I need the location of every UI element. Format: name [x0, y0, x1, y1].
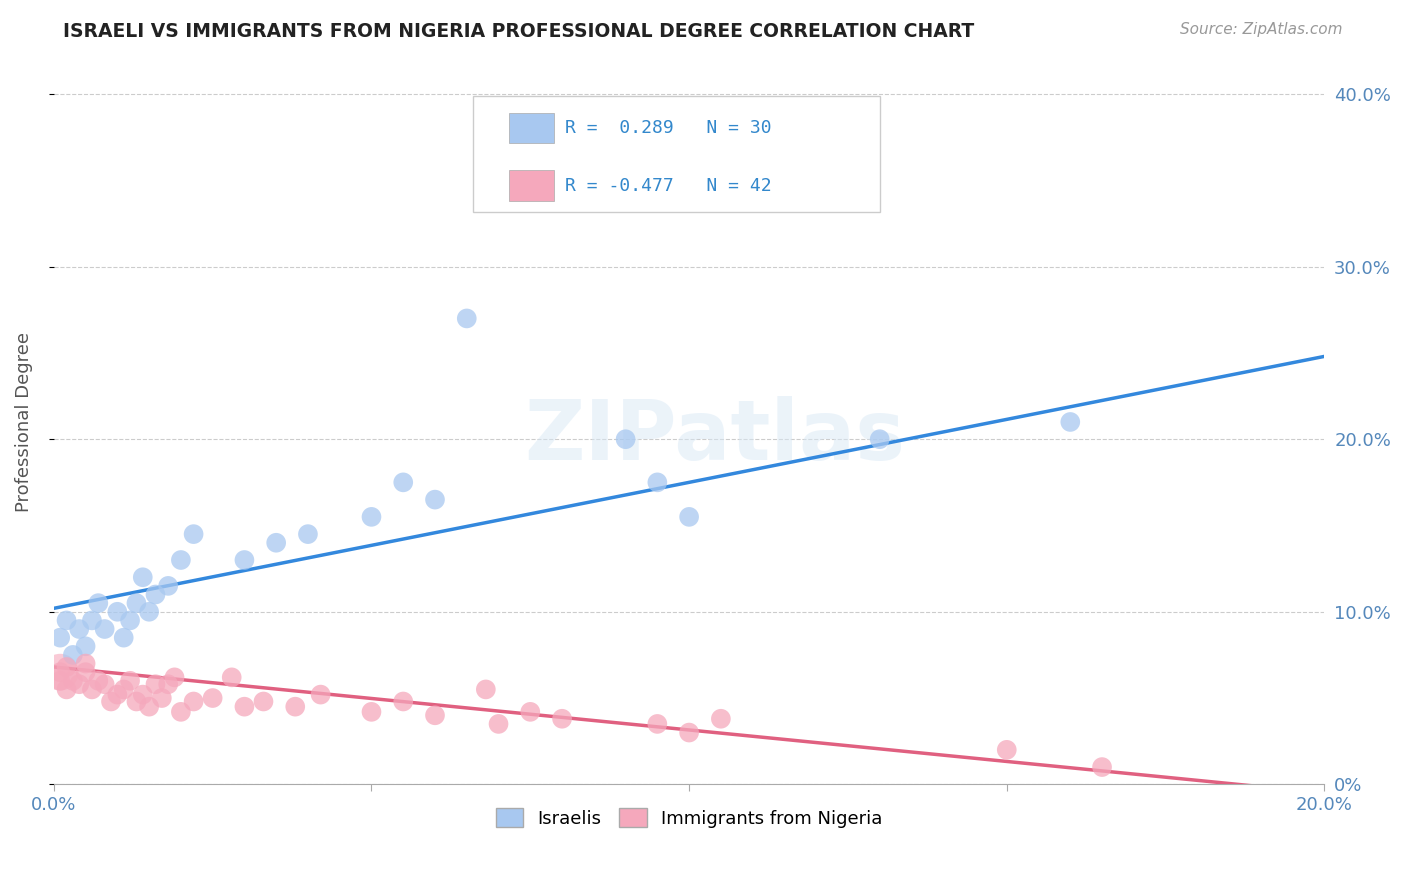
Point: [157, 677, 180, 691]
Point: [80, 682, 103, 697]
FancyBboxPatch shape: [509, 112, 554, 143]
Point: [488, 717, 510, 731]
Point: [67, 677, 90, 691]
Point: [105, 688, 128, 702]
Point: [55, 614, 77, 628]
Text: Source: ZipAtlas.com: Source: ZipAtlas.com: [1180, 22, 1343, 37]
Point: [62, 648, 84, 662]
Point: [551, 712, 574, 726]
Text: ISRAELI VS IMMIGRANTS FROM NIGERIA PROFESSIONAL DEGREE CORRELATION CHART: ISRAELI VS IMMIGRANTS FROM NIGERIA PROFE…: [63, 22, 974, 41]
Point: [132, 570, 155, 584]
Point: [80, 614, 103, 628]
Point: [67, 622, 90, 636]
Point: [995, 743, 1018, 757]
Point: [112, 682, 135, 697]
Point: [49, 665, 72, 680]
Point: [105, 605, 128, 619]
Point: [150, 691, 173, 706]
Point: [309, 688, 332, 702]
Point: [284, 699, 307, 714]
Point: [112, 631, 135, 645]
Point: [647, 717, 669, 731]
FancyBboxPatch shape: [509, 170, 554, 201]
Point: [710, 712, 733, 726]
Point: [221, 670, 243, 684]
Point: [170, 553, 193, 567]
Point: [360, 705, 382, 719]
Point: [614, 432, 637, 446]
Point: [157, 579, 180, 593]
Point: [201, 691, 224, 706]
Point: [869, 432, 891, 446]
Point: [456, 311, 478, 326]
Text: R = -0.477   N = 42: R = -0.477 N = 42: [565, 177, 772, 194]
Point: [55, 660, 77, 674]
Legend: Israelis, Immigrants from Nigeria: Israelis, Immigrants from Nigeria: [489, 801, 890, 835]
Point: [1091, 760, 1114, 774]
Point: [183, 694, 205, 708]
Point: [62, 673, 84, 688]
Point: [87, 673, 110, 688]
Point: [55, 682, 77, 697]
Point: [252, 694, 274, 708]
Point: [297, 527, 319, 541]
Point: [49, 631, 72, 645]
Point: [163, 670, 186, 684]
Point: [87, 596, 110, 610]
Text: R =  0.289   N = 30: R = 0.289 N = 30: [565, 119, 772, 136]
Text: ZIPatlas: ZIPatlas: [524, 396, 905, 477]
Point: [475, 682, 498, 697]
Point: [75, 657, 97, 671]
Point: [49, 673, 72, 688]
Point: [678, 509, 700, 524]
Point: [93, 677, 115, 691]
Point: [100, 694, 122, 708]
Point: [183, 527, 205, 541]
Point: [75, 665, 97, 680]
Point: [392, 694, 415, 708]
Point: [423, 492, 446, 507]
Point: [132, 688, 155, 702]
Point: [120, 614, 142, 628]
Point: [93, 622, 115, 636]
Point: [138, 605, 160, 619]
Point: [120, 673, 142, 688]
Point: [170, 705, 193, 719]
Point: [392, 475, 415, 490]
Point: [145, 587, 167, 601]
Y-axis label: Professional Degree: Professional Degree: [15, 332, 32, 512]
Point: [145, 677, 167, 691]
Point: [138, 699, 160, 714]
Point: [264, 535, 287, 549]
Point: [75, 640, 97, 654]
Point: [49, 665, 72, 680]
Point: [519, 705, 541, 719]
Point: [233, 553, 256, 567]
Point: [125, 596, 148, 610]
Point: [360, 509, 382, 524]
FancyBboxPatch shape: [474, 95, 880, 211]
Point: [125, 694, 148, 708]
Point: [423, 708, 446, 723]
Point: [647, 475, 669, 490]
Point: [678, 725, 700, 739]
Point: [233, 699, 256, 714]
Point: [1059, 415, 1081, 429]
